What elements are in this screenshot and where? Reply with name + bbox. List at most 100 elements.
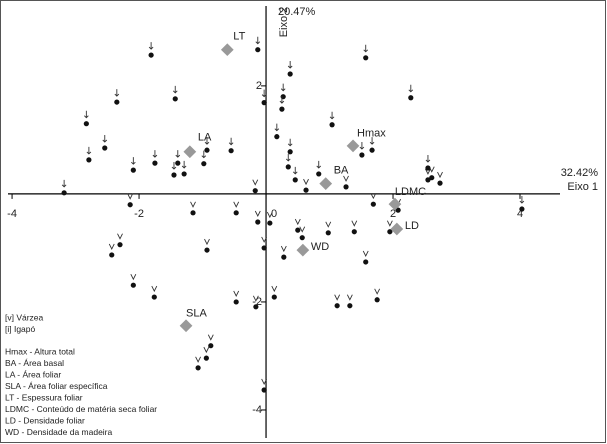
y-axis-label: Eixo 2 [278, 7, 290, 38]
point [295, 227, 301, 233]
abbreviation: LDMC - Conteúdo de matéria seca foliar [5, 404, 157, 414]
point-glyph [334, 294, 341, 301]
point-glyph [437, 171, 443, 179]
loading-label: LD [405, 220, 419, 232]
point-glyph [207, 334, 214, 341]
point-glyph [233, 201, 240, 208]
point [114, 99, 120, 105]
point [299, 235, 305, 241]
point [351, 229, 357, 235]
point [292, 177, 298, 183]
point [370, 201, 376, 207]
x-tick-label: -4 [7, 208, 17, 220]
x-tick-label: 0 [271, 208, 277, 220]
loading-label: Hmax [357, 128, 386, 140]
point-glyph [117, 233, 123, 240]
point [261, 100, 267, 106]
abbreviation: LA - Área foliar [5, 369, 61, 379]
point [233, 210, 239, 216]
loading-marker [388, 197, 402, 211]
point [102, 145, 108, 151]
point-glyph [362, 250, 369, 257]
loading-marker [346, 139, 360, 153]
abbreviation: BA - Área basal [5, 358, 64, 368]
point-glyph [292, 166, 298, 175]
loading-label: LT [233, 31, 245, 43]
x-axis-percent: 32.42% [561, 167, 599, 179]
point [329, 122, 335, 128]
point-glyph [252, 179, 259, 186]
y-axis-percent: 20.47% [278, 6, 316, 18]
point-glyph [343, 175, 349, 182]
point [359, 152, 365, 158]
point [437, 180, 443, 186]
point-glyph [266, 211, 273, 219]
point-glyph [287, 61, 293, 69]
loading-label: SLA [186, 308, 207, 320]
point [316, 171, 322, 177]
point [325, 230, 331, 236]
point [130, 282, 136, 288]
point-glyph [285, 153, 291, 162]
point [279, 106, 285, 112]
point-glyph [86, 146, 92, 155]
point [519, 206, 525, 212]
point [172, 96, 178, 102]
point [171, 172, 177, 178]
point [151, 294, 157, 300]
point-glyph [114, 89, 120, 97]
abbreviation: SLA - Área foliar específica [5, 381, 108, 391]
point [303, 187, 309, 193]
point-glyph [369, 137, 375, 145]
point-glyph [148, 42, 154, 50]
point [429, 175, 435, 181]
point-glyph [201, 150, 207, 159]
point [253, 304, 259, 310]
loading-label: LDMC [395, 186, 426, 198]
point-glyph [363, 44, 369, 53]
point-glyph [316, 160, 322, 169]
point-glyph [233, 290, 240, 297]
point-glyph [127, 193, 134, 200]
point-glyph [386, 220, 393, 227]
point [287, 71, 293, 77]
point-glyph [329, 111, 335, 120]
point [285, 164, 291, 170]
point-glyph [84, 110, 89, 119]
loading-label: WD [311, 241, 329, 253]
point-glyph [204, 137, 210, 145]
point [190, 210, 196, 216]
legend-entry: [i] Igapó [5, 324, 36, 334]
point [369, 147, 375, 153]
point-glyph [152, 150, 158, 158]
point-glyph [254, 210, 261, 218]
point [127, 202, 133, 208]
point-glyph [172, 85, 178, 94]
point-glyph [151, 285, 158, 293]
loading-marker [179, 319, 193, 333]
point [425, 165, 431, 171]
point [255, 219, 261, 225]
point [181, 171, 187, 177]
point-glyph [130, 273, 137, 281]
point [195, 365, 201, 371]
point-glyph [171, 162, 177, 170]
point-glyph [280, 83, 286, 92]
point [233, 299, 239, 305]
point-glyph [203, 346, 210, 354]
point-glyph [351, 220, 358, 227]
point-glyph [519, 196, 525, 204]
point [267, 220, 273, 226]
point [334, 303, 340, 309]
x-tick-label: -2 [134, 208, 144, 220]
point [148, 52, 154, 58]
point-glyph [61, 179, 67, 188]
point [261, 387, 267, 393]
point [261, 245, 267, 251]
point-glyph [204, 238, 210, 246]
abbreviation: Hmax - Altura total [5, 346, 75, 356]
point-glyph [425, 168, 431, 175]
x-axis-label: Eixo 1 [567, 181, 598, 193]
